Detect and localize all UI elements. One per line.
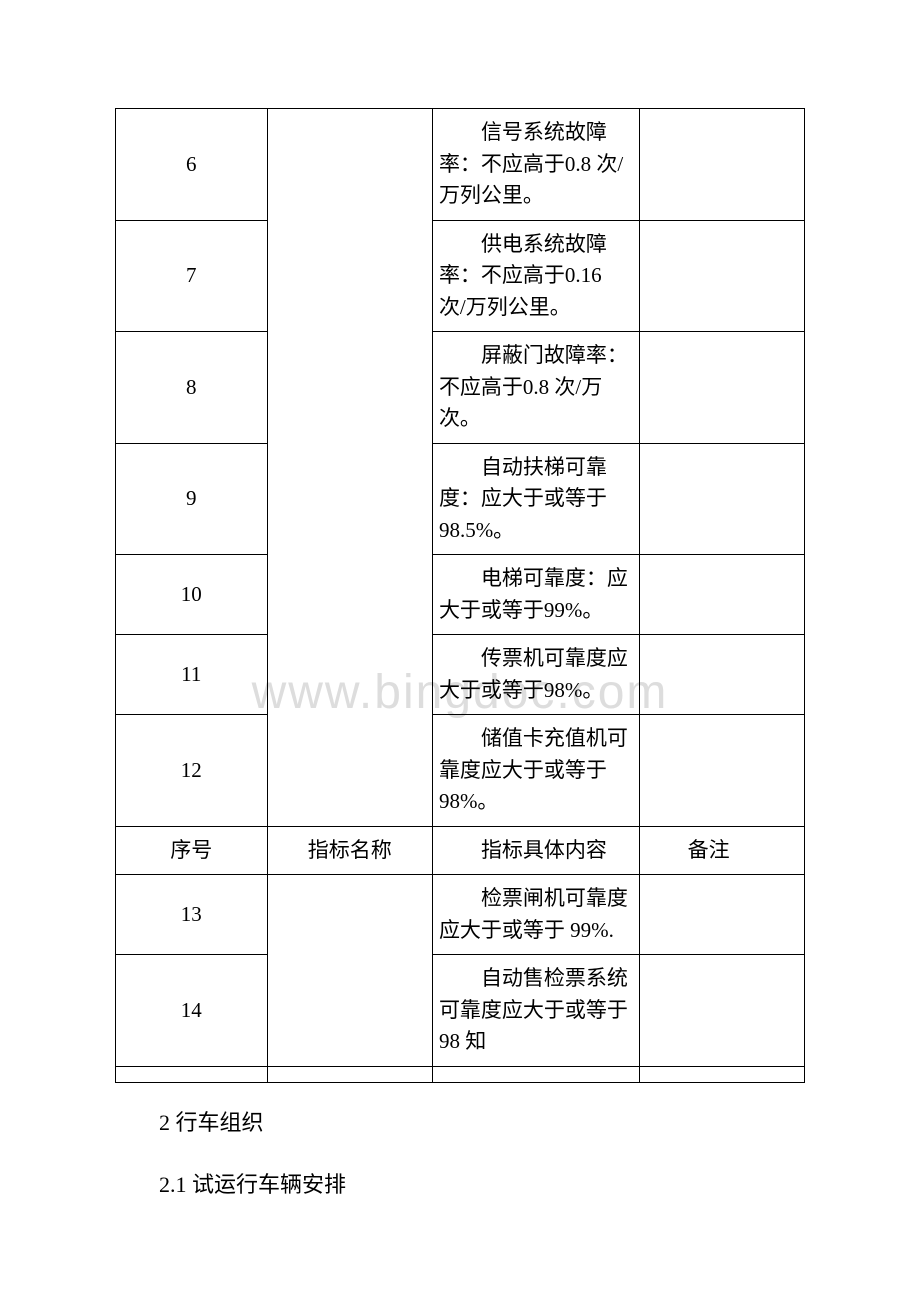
- cell-content: 屏蔽门故障率：不应高于0.8 次/万次。: [432, 332, 639, 444]
- cell-num: 8: [116, 332, 268, 444]
- cell-num: 11: [116, 635, 268, 715]
- cell-content-text: 储值卡充值机可靠度应大于或等于 98%。: [439, 723, 633, 818]
- cell-content-text: 信号系统故障率：不应高于0.8 次/万列公里。: [439, 117, 633, 212]
- empty-cell: [432, 1066, 639, 1082]
- page-content: 6 信号系统故障率：不应高于0.8 次/万列公里。 7 供电系统故障率：不应高于…: [0, 0, 920, 1267]
- header-name: 指标名称: [267, 826, 432, 875]
- cell-num: 12: [116, 715, 268, 827]
- cell-name: [267, 443, 432, 555]
- table-row: 14 自动售检票系统可靠度应大于或等于 98 知: [116, 955, 805, 1067]
- cell-num: 6: [116, 109, 268, 221]
- table-row: 9 自动扶梯可靠度：应大于或等于 98.5%。: [116, 443, 805, 555]
- cell-content-text: 自动扶梯可靠度：应大于或等于 98.5%。: [439, 452, 633, 547]
- cell-note: [639, 555, 804, 635]
- table-row: 12 储值卡充值机可靠度应大于或等于 98%。: [116, 715, 805, 827]
- cell-num: 9: [116, 443, 268, 555]
- cell-name: [267, 220, 432, 332]
- cell-content: 检票闸机可靠度应大于或等于 99%.: [432, 875, 639, 955]
- header-note: 备注: [639, 826, 804, 875]
- section-heading-2: 2 行车组织: [115, 1101, 805, 1145]
- cell-content-text: 检票闸机可靠度应大于或等于 99%.: [439, 883, 633, 946]
- cell-name: [267, 875, 432, 955]
- cell-content: 自动售检票系统可靠度应大于或等于 98 知: [432, 955, 639, 1067]
- cell-note: [639, 332, 804, 444]
- cell-content-text: 传票机可靠度应大于或等于98%。: [439, 643, 633, 706]
- cell-content-text: 供电系统故障率：不应高于0.16 次/万列公里。: [439, 229, 633, 324]
- cell-note: [639, 875, 804, 955]
- cell-content-text: 电梯可靠度：应大于或等于99%。: [439, 563, 633, 626]
- cell-note: [639, 635, 804, 715]
- cell-content: 电梯可靠度：应大于或等于99%。: [432, 555, 639, 635]
- header-content-text: 指标具体内容: [439, 835, 633, 867]
- cell-note: [639, 715, 804, 827]
- table-row: 8 屏蔽门故障率：不应高于0.8 次/万次。: [116, 332, 805, 444]
- table-row: 11 传票机可靠度应大于或等于98%。: [116, 635, 805, 715]
- table-row: 7 供电系统故障率：不应高于0.16 次/万列公里。: [116, 220, 805, 332]
- empty-cell: [267, 1066, 432, 1082]
- table-row: 10 电梯可靠度：应大于或等于99%。: [116, 555, 805, 635]
- table-wrapper: 6 信号系统故障率：不应高于0.8 次/万列公里。 7 供电系统故障率：不应高于…: [115, 108, 805, 1083]
- cell-content-text: 屏蔽门故障率：不应高于0.8 次/万次。: [439, 340, 633, 435]
- cell-note: [639, 109, 804, 221]
- cell-name: [267, 955, 432, 1067]
- cell-num: 13: [116, 875, 268, 955]
- cell-name: [267, 332, 432, 444]
- empty-cell: [639, 1066, 804, 1082]
- table-row: 13 检票闸机可靠度应大于或等于 99%.: [116, 875, 805, 955]
- cell-note: [639, 443, 804, 555]
- cell-content: 储值卡充值机可靠度应大于或等于 98%。: [432, 715, 639, 827]
- table-row: 6 信号系统故障率：不应高于0.8 次/万列公里。: [116, 109, 805, 221]
- cell-content-text: 自动售检票系统可靠度应大于或等于 98 知: [439, 963, 633, 1058]
- empty-cell: [116, 1066, 268, 1082]
- cell-content: 供电系统故障率：不应高于0.16 次/万列公里。: [432, 220, 639, 332]
- section-heading-2-1: 2.1 试运行车辆安排: [115, 1163, 805, 1207]
- cell-name: [267, 555, 432, 635]
- header-note-text: 备注: [646, 835, 798, 867]
- header-content: 指标具体内容: [432, 826, 639, 875]
- cell-name: [267, 109, 432, 221]
- cell-num: 7: [116, 220, 268, 332]
- cell-content: 信号系统故障率：不应高于0.8 次/万列公里。: [432, 109, 639, 221]
- cell-num: 10: [116, 555, 268, 635]
- metrics-table: 6 信号系统故障率：不应高于0.8 次/万列公里。 7 供电系统故障率：不应高于…: [115, 108, 805, 1083]
- header-num: 序号: [116, 826, 268, 875]
- cell-name: [267, 635, 432, 715]
- cell-content: 自动扶梯可靠度：应大于或等于 98.5%。: [432, 443, 639, 555]
- cell-note: [639, 220, 804, 332]
- cell-name: [267, 715, 432, 827]
- cell-content: 传票机可靠度应大于或等于98%。: [432, 635, 639, 715]
- table-body: 6 信号系统故障率：不应高于0.8 次/万列公里。 7 供电系统故障率：不应高于…: [116, 109, 805, 1083]
- table-header-row: 序号 指标名称 指标具体内容 备注: [116, 826, 805, 875]
- cell-num: 14: [116, 955, 268, 1067]
- cell-note: [639, 955, 804, 1067]
- table-empty-row: [116, 1066, 805, 1082]
